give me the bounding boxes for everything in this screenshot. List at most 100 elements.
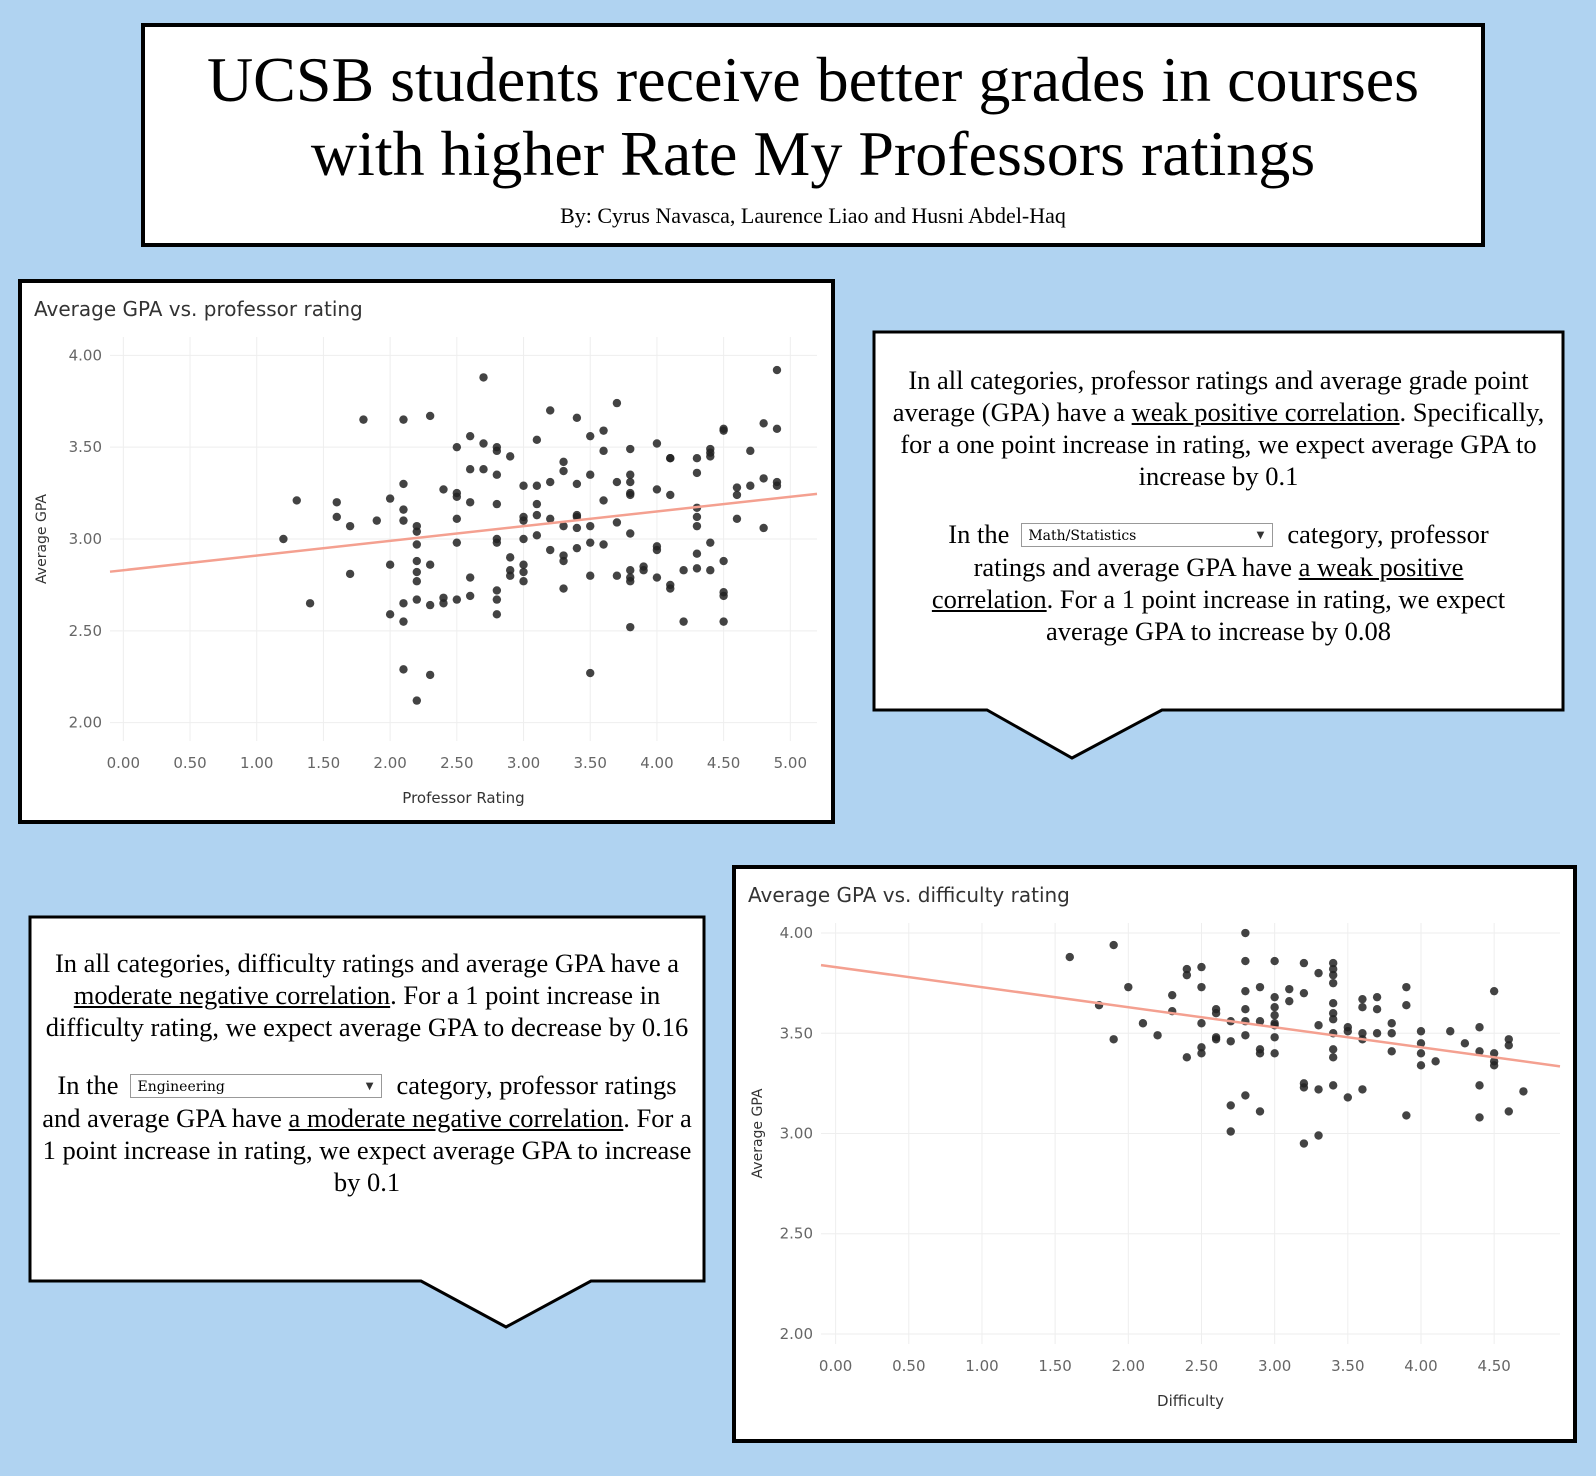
data-point xyxy=(1211,1009,1221,1018)
category-correlation-link: a moderate negative correlation xyxy=(288,1102,624,1133)
data-point xyxy=(412,595,422,604)
data-point xyxy=(706,538,715,547)
y-axis-label: Average GPA xyxy=(34,494,50,584)
rating-callout-p1: In all categories, professor ratings and… xyxy=(884,364,1553,492)
data-point xyxy=(1241,1005,1250,1014)
data-point xyxy=(1328,1053,1338,1062)
category-dropdown[interactable]: Math/Statistics ▼ xyxy=(1021,522,1274,547)
y-tick-label: 2.00 xyxy=(69,714,102,732)
data-point xyxy=(1402,1111,1411,1120)
data-point xyxy=(1504,1035,1513,1044)
data-point xyxy=(519,560,528,569)
data-point xyxy=(652,485,662,494)
x-tick-label: 2.00 xyxy=(373,754,406,772)
data-point xyxy=(399,617,408,626)
data-point xyxy=(1460,1039,1470,1048)
data-point xyxy=(626,529,635,538)
data-point xyxy=(1416,1027,1426,1036)
category-dropdown[interactable]: Engineering ▼ xyxy=(130,1073,383,1098)
data-point xyxy=(519,516,528,525)
data-point xyxy=(505,452,515,461)
data-point xyxy=(505,553,515,562)
data-point xyxy=(412,540,422,549)
x-tick-label: 0.00 xyxy=(819,1357,852,1375)
data-point xyxy=(719,426,728,435)
data-point xyxy=(732,514,742,523)
p1-after: . Specifically, for a one point increase… xyxy=(900,397,1545,491)
difficulty-callout-text: In all categories, difficulty ratings an… xyxy=(40,947,694,1198)
data-point xyxy=(1343,1093,1353,1102)
rating-scatter-plot: 0.00 0.50 1.00 1.50 2.00 2.50 3.00 3.50 4.00 4.50… xyxy=(34,337,818,807)
data-point xyxy=(1241,1031,1250,1040)
x-tick-label: 5.00 xyxy=(774,754,807,772)
chevron-down-icon: ▼ xyxy=(365,1080,374,1092)
data-point xyxy=(626,577,635,586)
data-point xyxy=(465,498,475,507)
data-point xyxy=(559,466,568,476)
data-point xyxy=(385,610,395,619)
x-tick-label: 4.00 xyxy=(640,754,673,772)
data-point xyxy=(479,373,488,382)
data-point xyxy=(746,446,755,456)
data-point xyxy=(1328,1015,1338,1024)
data-point xyxy=(1285,996,1294,1006)
data-point xyxy=(399,665,408,674)
data-point xyxy=(599,446,608,456)
data-point xyxy=(772,424,782,434)
data-point xyxy=(1475,1023,1484,1032)
data-point xyxy=(706,452,715,461)
data-point xyxy=(599,540,608,549)
data-point xyxy=(546,545,555,555)
data-point xyxy=(732,483,742,492)
chevron-down-icon: ▼ xyxy=(1256,529,1265,541)
data-point xyxy=(492,586,502,595)
data-point xyxy=(452,595,462,604)
data-point xyxy=(1109,1035,1118,1044)
data-point xyxy=(1446,1027,1455,1036)
data-point xyxy=(399,516,408,525)
x-tick-label: 1.50 xyxy=(1038,1357,1071,1375)
data-point xyxy=(479,439,488,448)
data-point xyxy=(1519,1087,1528,1096)
data-point xyxy=(559,457,568,467)
data-point xyxy=(572,543,582,553)
data-point xyxy=(1328,998,1338,1008)
data-point xyxy=(1270,1049,1279,1058)
data-point xyxy=(746,481,755,490)
data-point xyxy=(1197,982,1206,992)
chart-title: Average GPA vs. professor rating xyxy=(34,297,363,321)
data-point xyxy=(1358,1085,1367,1094)
data-point xyxy=(1270,992,1279,1002)
data-point xyxy=(425,411,435,421)
data-point xyxy=(559,521,568,531)
data-point xyxy=(492,446,502,456)
data-point xyxy=(1270,1003,1279,1012)
x-axis-label: Difficulty xyxy=(1157,1392,1224,1410)
data-point xyxy=(1475,1113,1484,1122)
data-point xyxy=(452,514,462,523)
data-point xyxy=(465,431,475,441)
p2-after-dropdown: category, professor ratings and average … xyxy=(973,519,1489,582)
data-point xyxy=(1270,1033,1279,1042)
title-banner: UCSB students receive better grades in c… xyxy=(141,23,1485,247)
p2-prefix: In the xyxy=(57,1070,119,1100)
data-point xyxy=(399,599,408,608)
data-point xyxy=(399,505,408,514)
x-tick-label: 3.50 xyxy=(1331,1357,1364,1375)
data-point xyxy=(652,573,662,582)
data-point xyxy=(305,599,315,608)
data-point xyxy=(586,538,595,547)
data-point xyxy=(1328,970,1338,980)
data-point xyxy=(1504,1041,1513,1050)
data-point xyxy=(719,617,728,626)
y-tick-label: 2.00 xyxy=(780,1325,813,1343)
trend-line xyxy=(109,492,818,573)
data-point xyxy=(1065,952,1074,962)
data-point xyxy=(439,485,448,494)
x-tick-label: 4.50 xyxy=(1477,1357,1510,1375)
data-point xyxy=(1138,1019,1148,1028)
difficulty-callout-p2: In the Engineering ▼ category, professor ra… xyxy=(40,1069,694,1198)
data-point xyxy=(1314,1085,1323,1094)
data-point xyxy=(692,521,702,531)
data-point xyxy=(586,571,595,580)
